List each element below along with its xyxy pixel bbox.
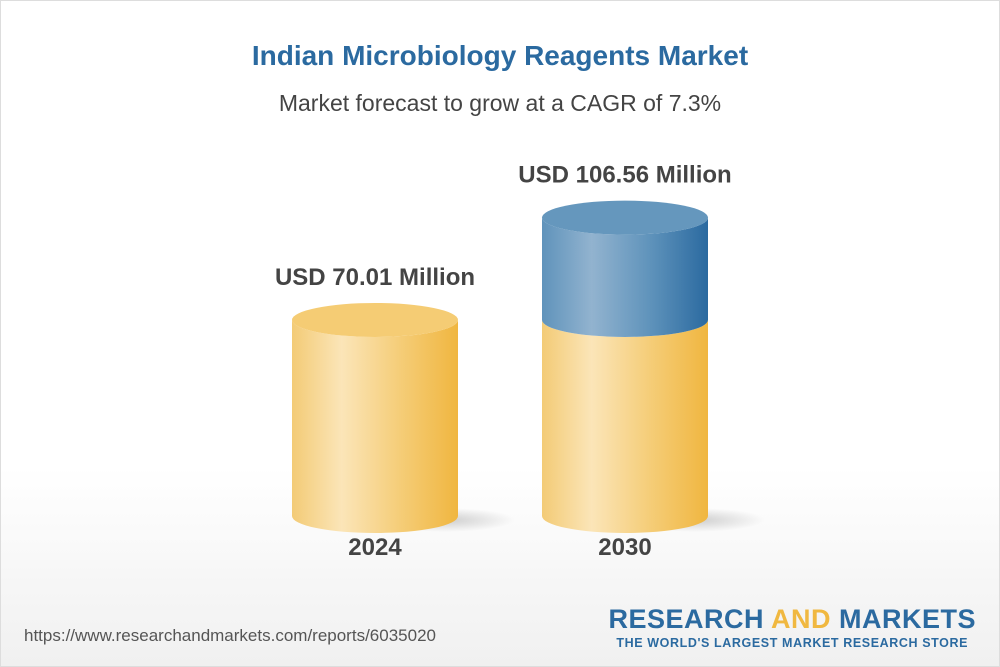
logo: RESEARCH AND MARKETS THE WORLD'S LARGEST… bbox=[608, 604, 976, 650]
logo-word: AND bbox=[770, 604, 831, 634]
bar-2024 bbox=[292, 319, 458, 533]
chart-title: Indian Microbiology Reagents Market bbox=[251, 40, 749, 71]
logo-tagline: THE WORLD'S LARGEST MARKET RESEARCH STOR… bbox=[616, 636, 969, 650]
bar-2024-top bbox=[292, 302, 458, 337]
category-label: 2024 bbox=[348, 534, 402, 561]
data-label: USD 106.56 Million bbox=[518, 162, 731, 189]
bar-growth-2030 bbox=[542, 217, 708, 337]
logo-word: RESEARCH bbox=[608, 604, 764, 634]
source-url[interactable]: https://www.researchandmarkets.com/repor… bbox=[24, 626, 436, 645]
chart-subtitle: Market forecast to grow at a CAGR of 7.3… bbox=[278, 90, 722, 116]
logo-word: MARKETS bbox=[839, 604, 976, 634]
bar-base-2030 bbox=[542, 319, 708, 533]
data-label: USD 70.01 Million bbox=[275, 264, 475, 291]
bar-growth-2030-top bbox=[542, 200, 708, 235]
category-label: 2030 bbox=[598, 534, 651, 561]
